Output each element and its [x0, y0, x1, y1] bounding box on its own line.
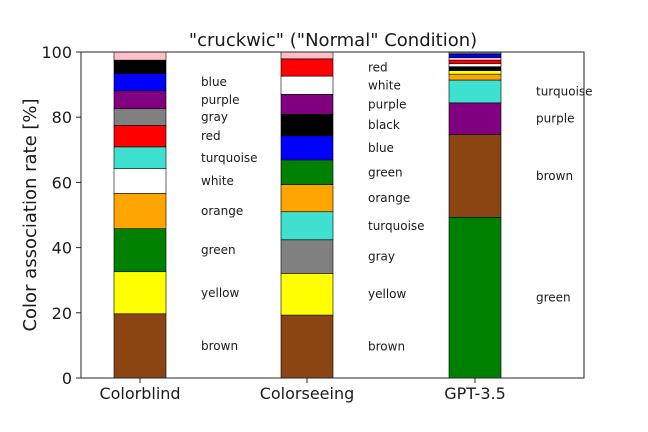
segment-label: blue [201, 75, 227, 89]
bar-segment [448, 63, 502, 67]
bar-segment [113, 73, 167, 92]
bar-segment [280, 113, 334, 137]
x-axis-ticks: Colorblind Colorseeing GPT-3.5 [99, 378, 506, 403]
segment-label: red [368, 60, 388, 74]
bar-segment [280, 135, 334, 161]
bar-segment [280, 184, 334, 213]
y-tick-label: 0 [62, 369, 72, 388]
segment-label: brown [536, 169, 573, 183]
y-axis-label: Color association rate [%] [20, 98, 41, 331]
chart-title: "cruckwic" ("Normal" Condition) [189, 30, 477, 51]
bar-segment [113, 168, 167, 194]
bar-segment [113, 90, 167, 110]
bar-segment [280, 239, 334, 274]
bar-segment [448, 66, 502, 71]
bar-segment [448, 70, 502, 75]
bar-segment [113, 59, 167, 74]
bar-segment [280, 94, 334, 115]
plot-area: brown yellow green orange white turquoise red g… [113, 51, 593, 379]
segment-label: green [536, 291, 571, 305]
y-tick-label: 40 [52, 239, 72, 258]
segment-label: brown [368, 340, 405, 354]
segment-label: orange [368, 191, 410, 205]
bar-segment [280, 273, 334, 316]
segment-label: green [201, 243, 236, 257]
segment-label: turquoise [201, 151, 258, 165]
bar-segment [280, 159, 334, 185]
bar-segment [113, 228, 167, 273]
segment-label: purple [201, 93, 240, 107]
bar-segment [448, 134, 502, 218]
bar-stack: brown yellow gray turquoise orange green blue b… [280, 51, 425, 379]
bar-segment [280, 211, 334, 241]
x-tick-label: Colorblind [99, 384, 180, 403]
segment-label: turquoise [368, 219, 425, 233]
bar-segment [280, 51, 334, 60]
bar-segment [113, 108, 167, 126]
bar-segment [448, 79, 502, 104]
segment-label: blue [368, 141, 394, 155]
plot-frame [80, 51, 585, 379]
segment-label: orange [201, 204, 243, 218]
segment-label: yellow [201, 286, 239, 300]
segment-label: white [368, 78, 401, 92]
bar-segment [448, 73, 502, 81]
segment-label: brown [201, 339, 238, 353]
segment-label: white [201, 174, 234, 188]
x-tick-label: Colorseeing [260, 384, 355, 403]
bar-segment [113, 51, 167, 61]
bar-segment [448, 102, 502, 135]
y-tick-label: 60 [52, 173, 72, 192]
y-axis-ticks: 0 20 40 60 80 100 [41, 43, 81, 388]
segment-label: yellow [368, 287, 406, 301]
bar-segment [113, 146, 167, 170]
bar-stack: green brown purple turquoise [448, 51, 593, 379]
bar-segment [280, 75, 334, 95]
bar-segment [448, 216, 502, 379]
bar-segment [448, 53, 502, 58]
segment-label: gray [201, 110, 228, 124]
segment-label: turquoise [536, 84, 593, 98]
bar-stack: brown yellow green orange white turquoise red g… [113, 51, 258, 379]
bar-segment [113, 271, 167, 315]
bar-segment [448, 59, 502, 65]
segment-label: gray [368, 250, 395, 264]
segment-label: green [368, 165, 403, 179]
y-tick-label: 20 [52, 304, 72, 323]
x-tick-label: GPT-3.5 [444, 384, 506, 403]
bar-segment [280, 314, 334, 379]
bar-segment [113, 193, 167, 229]
y-tick-label: 100 [41, 43, 72, 62]
bar-segment [113, 313, 167, 379]
bar-segment [448, 57, 502, 61]
segment-label: purple [536, 112, 575, 126]
bar-segment [280, 58, 334, 77]
bar-segment [113, 125, 167, 148]
y-tick-label: 80 [52, 108, 72, 127]
segment-label: black [368, 118, 400, 132]
segment-label: purple [368, 97, 407, 111]
segment-label: red [201, 129, 221, 143]
